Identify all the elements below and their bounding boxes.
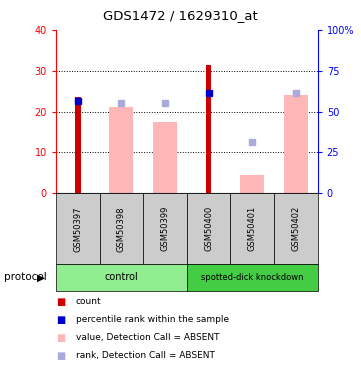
Bar	[240, 175, 264, 193]
Bar	[206, 64, 212, 193]
Text: control: control	[105, 273, 138, 282]
Text: GDS1472 / 1629310_at: GDS1472 / 1629310_at	[103, 9, 258, 22]
Text: GSM50400: GSM50400	[204, 206, 213, 251]
Bar	[187, 264, 318, 291]
Text: ■: ■	[56, 333, 65, 343]
Text: GSM50398: GSM50398	[117, 206, 126, 252]
Bar	[153, 122, 177, 193]
Bar	[56, 264, 187, 291]
Bar	[230, 193, 274, 264]
Text: ■: ■	[56, 297, 65, 307]
Text: GSM50397: GSM50397	[73, 206, 82, 252]
Text: protocol: protocol	[4, 273, 46, 282]
Text: ■: ■	[56, 351, 65, 361]
Text: GSM50402: GSM50402	[291, 206, 300, 251]
Text: GSM50401: GSM50401	[248, 206, 257, 251]
Text: GSM50399: GSM50399	[161, 206, 170, 251]
Bar	[274, 193, 318, 264]
Bar	[143, 193, 187, 264]
Bar	[187, 193, 230, 264]
Text: value, Detection Call = ABSENT: value, Detection Call = ABSENT	[76, 333, 219, 342]
Text: percentile rank within the sample: percentile rank within the sample	[76, 315, 229, 324]
Bar	[109, 108, 133, 193]
Text: count: count	[76, 297, 101, 306]
Text: ▶: ▶	[37, 273, 45, 282]
Bar	[100, 193, 143, 264]
Bar	[75, 97, 81, 193]
Text: rank, Detection Call = ABSENT: rank, Detection Call = ABSENT	[76, 351, 215, 360]
Bar	[56, 193, 100, 264]
Text: ■: ■	[56, 315, 65, 325]
Bar	[284, 95, 308, 193]
Text: spotted-dick knockdown: spotted-dick knockdown	[201, 273, 304, 282]
